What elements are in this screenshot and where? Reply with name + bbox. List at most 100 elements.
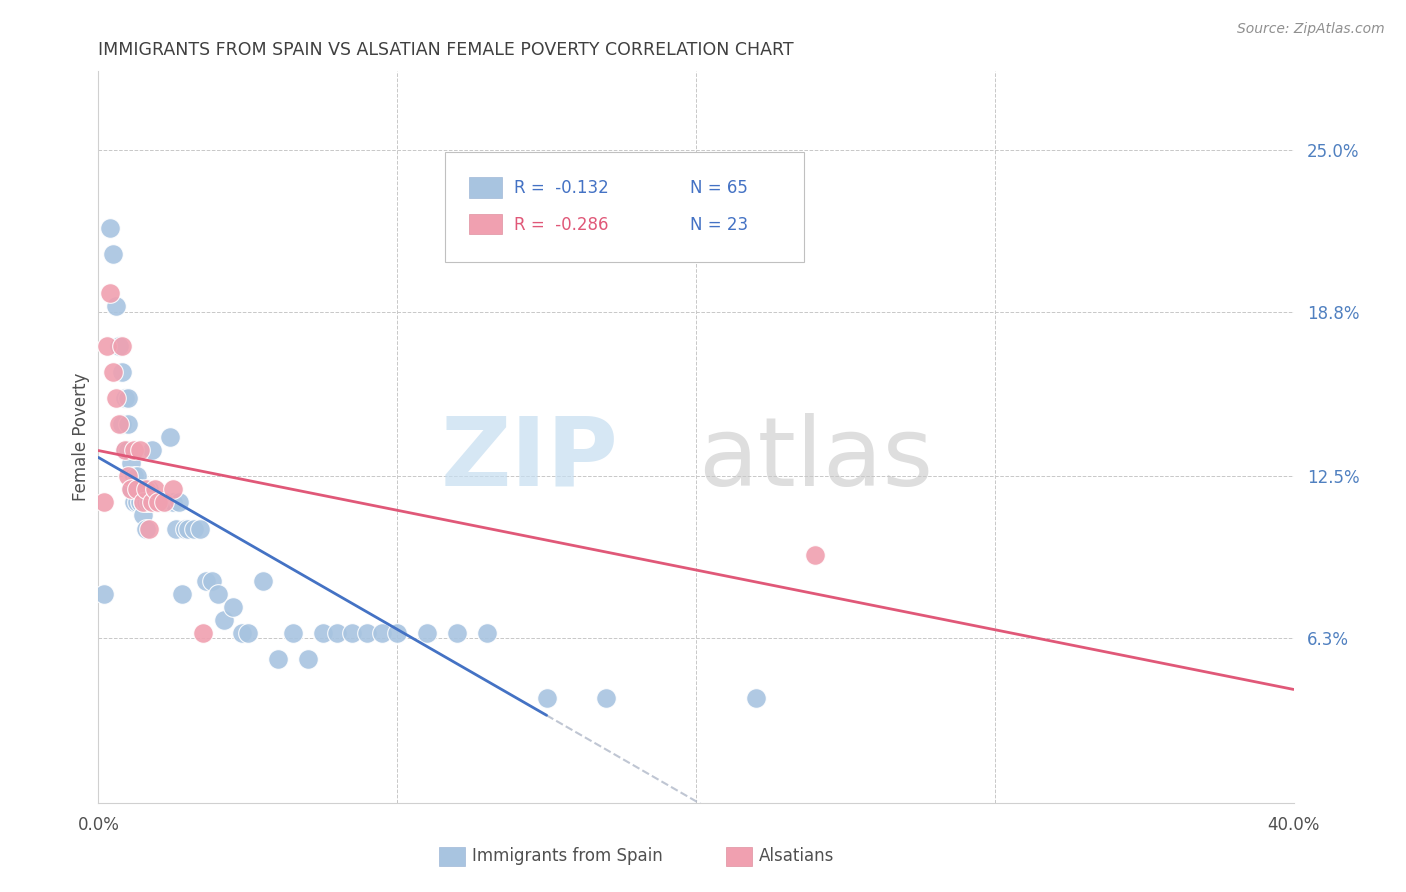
Point	[103, 365, 125, 379]
Text: R =  -0.286: R = -0.286	[515, 216, 609, 234]
Point	[138, 483, 160, 497]
Point	[174, 521, 197, 535]
Point	[132, 508, 155, 523]
Point	[159, 430, 181, 444]
Text: Alsatians: Alsatians	[759, 847, 835, 865]
Point	[385, 626, 409, 640]
Point	[207, 587, 229, 601]
Bar	[725, 847, 752, 866]
Point	[342, 626, 364, 640]
Point	[267, 652, 290, 666]
Point	[93, 495, 115, 509]
Point	[105, 391, 128, 405]
Point	[96, 339, 118, 353]
Y-axis label: Female Poverty: Female Poverty	[72, 373, 90, 501]
Point	[536, 691, 558, 706]
Text: Immigrants from Spain: Immigrants from Spain	[472, 847, 664, 865]
Point	[195, 574, 218, 588]
Point	[148, 495, 170, 509]
Point	[111, 339, 134, 353]
Point	[595, 691, 617, 706]
Point	[252, 574, 274, 588]
Point	[135, 483, 157, 497]
Point	[281, 626, 304, 640]
Point	[117, 443, 139, 458]
Point	[162, 495, 184, 509]
Point	[127, 483, 149, 497]
Text: R =  -0.132: R = -0.132	[515, 179, 609, 197]
Point	[127, 469, 149, 483]
FancyBboxPatch shape	[446, 152, 804, 261]
Point	[143, 495, 166, 509]
Point	[114, 443, 136, 458]
Bar	[470, 214, 502, 235]
Point	[236, 626, 259, 640]
Point	[138, 521, 160, 535]
Point	[114, 391, 136, 405]
Point	[108, 339, 131, 353]
Point	[120, 483, 142, 497]
Point	[111, 365, 134, 379]
Point	[804, 548, 827, 562]
Point	[150, 495, 173, 509]
Text: IMMIGRANTS FROM SPAIN VS ALSATIAN FEMALE POVERTY CORRELATION CHART: IMMIGRANTS FROM SPAIN VS ALSATIAN FEMALE…	[98, 41, 794, 59]
Point	[162, 483, 184, 497]
Text: ZIP: ZIP	[440, 412, 619, 506]
Point	[120, 456, 142, 470]
Point	[745, 691, 768, 706]
Text: N = 65: N = 65	[690, 179, 748, 197]
Point	[124, 443, 146, 458]
Point	[141, 443, 163, 458]
Point	[188, 521, 211, 535]
Point	[153, 495, 176, 509]
Point	[191, 626, 214, 640]
Point	[475, 626, 498, 640]
Point	[98, 221, 122, 235]
Point	[132, 495, 155, 509]
Text: Source: ZipAtlas.com: Source: ZipAtlas.com	[1237, 22, 1385, 37]
Point	[167, 495, 190, 509]
Point	[120, 483, 142, 497]
Point	[108, 417, 131, 431]
Point	[127, 495, 149, 509]
Point	[172, 587, 194, 601]
Point	[129, 495, 152, 509]
Text: N = 23: N = 23	[690, 216, 748, 234]
Point	[201, 574, 224, 588]
Point	[231, 626, 253, 640]
Point	[148, 495, 170, 509]
Point	[135, 521, 157, 535]
Point	[156, 495, 179, 509]
Point	[129, 483, 152, 497]
Point	[141, 495, 163, 509]
Point	[132, 495, 155, 509]
Point	[129, 443, 152, 458]
Point	[297, 652, 319, 666]
Point	[114, 443, 136, 458]
Point	[183, 521, 205, 535]
Point	[124, 495, 146, 509]
Point	[98, 286, 122, 301]
Point	[356, 626, 378, 640]
Point	[153, 495, 176, 509]
Point	[212, 613, 235, 627]
Point	[117, 469, 139, 483]
Point	[135, 495, 157, 509]
Point	[165, 521, 187, 535]
Point	[311, 626, 333, 640]
Text: atlas: atlas	[697, 412, 934, 506]
Point	[416, 626, 439, 640]
Point	[117, 391, 139, 405]
Point	[124, 469, 146, 483]
Bar	[470, 178, 502, 198]
Point	[326, 626, 349, 640]
Point	[138, 495, 160, 509]
Point	[93, 587, 115, 601]
Point	[127, 483, 149, 497]
Point	[111, 417, 134, 431]
Point	[103, 247, 125, 261]
Bar	[439, 847, 465, 866]
Point	[371, 626, 394, 640]
Point	[446, 626, 468, 640]
Point	[105, 300, 128, 314]
